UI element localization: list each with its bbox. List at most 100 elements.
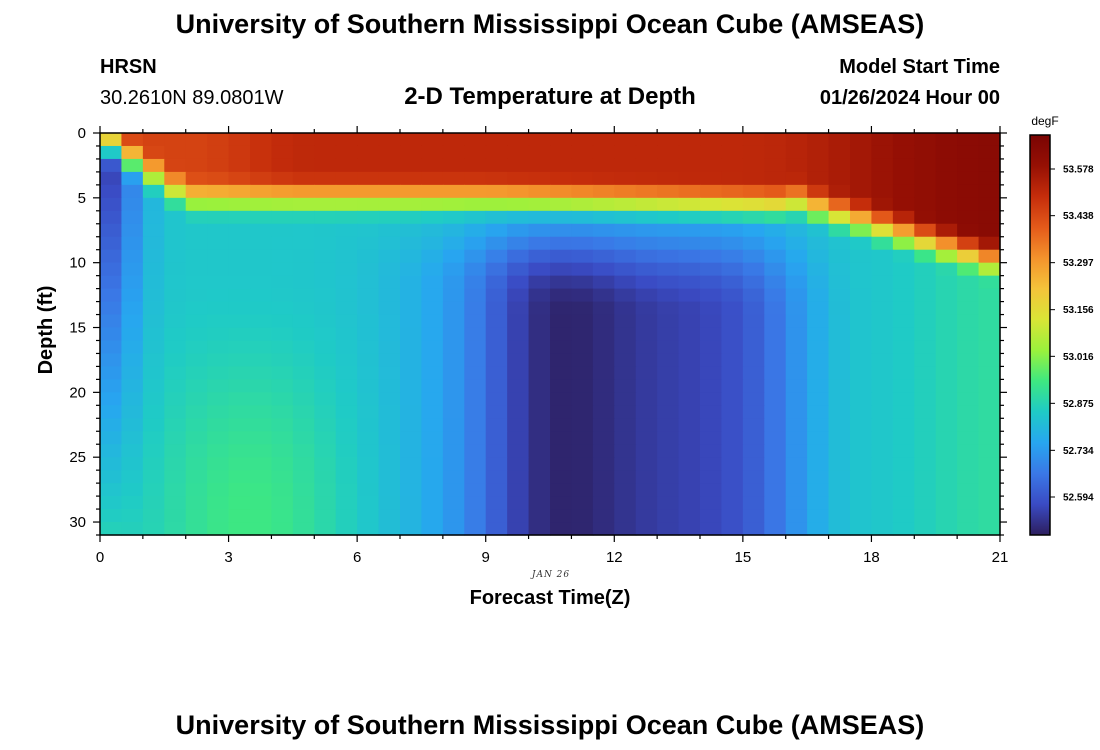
heatmap-cell [721,496,744,510]
heatmap-cell [871,431,894,445]
heatmap-cell [164,171,187,186]
heatmap-cell [185,249,208,264]
heatmap-cell [357,236,380,251]
colorbar-tick-label: 53.578 [1063,165,1094,176]
heatmap-cell [292,444,315,458]
heatmap-cell [721,288,744,303]
heatmap-cell [657,145,680,160]
heatmap-cell [485,444,508,458]
heatmap-cell [571,171,594,186]
heatmap-cell [292,509,315,523]
heatmap-cell [314,509,337,523]
heatmap-cell [250,379,273,393]
heatmap-cell [871,405,894,419]
heatmap-cell [250,145,273,160]
heatmap-cell [292,470,315,484]
heatmap-cell [635,275,658,290]
heatmap-cell [571,249,594,264]
heatmap-cell [807,340,830,355]
heatmap-cell [528,184,551,199]
heatmap-cell [785,392,808,406]
heatmap-cell [892,457,915,471]
heatmap-cell [571,197,594,212]
heatmap-cell [507,366,530,380]
heatmap-cell [721,418,744,432]
heatmap-cell [335,418,358,432]
heatmap-cell [871,496,894,510]
heatmap-cell [828,457,851,471]
heatmap-cell [121,210,144,225]
heatmap-cell [400,288,423,303]
heatmap-cell [507,392,530,406]
heatmap-cell [592,522,615,536]
heatmap-cell [957,444,980,458]
heatmap-cell [507,197,530,212]
heatmap-cell [721,327,744,342]
heatmap-cell [271,327,294,342]
heatmap-cell [678,288,701,303]
heatmap-cell [721,470,744,484]
heatmap-cell [100,379,123,393]
heatmap-cell [764,353,787,368]
heatmap-cell [185,379,208,393]
heatmap-cell [485,249,508,264]
heatmap-cell [121,314,144,329]
heatmap-cell [657,418,680,432]
heatmap-cell [892,158,915,173]
heatmap-cell [421,418,444,432]
heatmap-cell [485,314,508,329]
heatmap-cell [592,379,615,393]
heatmap-cell [892,262,915,277]
heatmap-cell [485,184,508,199]
heatmap-cell [507,327,530,342]
heatmap-cell [164,340,187,355]
heatmap-cell [892,444,915,458]
heatmap-cell [250,366,273,380]
heatmap-cell [121,262,144,277]
heatmap-cell [207,418,230,432]
heatmap-cell [164,457,187,471]
heatmap-cell [207,457,230,471]
heatmap-cell [850,431,873,445]
heatmap-cell [292,314,315,329]
heatmap-cell [678,223,701,238]
heatmap-cell [292,431,315,445]
heatmap-cell [700,509,723,523]
heatmap-cell [571,392,594,406]
heatmap-cell [635,457,658,471]
heatmap-cell [121,418,144,432]
heatmap-cell [592,210,615,225]
heatmap-cell [807,158,830,173]
heatmap-cell [721,184,744,199]
heatmap-cell [700,418,723,432]
heatmap-cell [614,171,637,186]
heatmap-cell [421,366,444,380]
heatmap-cell [442,418,465,432]
heatmap-cell [400,197,423,212]
heatmap-cell [957,340,980,355]
heatmap-cell [164,379,187,393]
heatmap-cell [335,158,358,173]
heatmap-cell [464,275,487,290]
heatmap-cell [228,301,251,316]
heatmap-cell [892,522,915,536]
heatmap-cell [892,496,915,510]
heatmap-cell [828,210,851,225]
heatmap-cell [378,301,401,316]
heatmap-cell [185,457,208,471]
x-tick-label: 18 [863,549,880,566]
heatmap-cell [678,184,701,199]
heatmap-cell [978,158,1001,173]
heatmap-cell [742,262,765,277]
heatmap-cell [164,275,187,290]
heatmap-cell [957,184,980,199]
heatmap-cell [378,379,401,393]
heatmap-cell [185,262,208,277]
heatmap-cell [228,444,251,458]
y-tick-label: 15 [69,320,86,337]
x-tick-label: 6 [353,549,361,566]
heatmap-cell [442,457,465,471]
heatmap-cell [442,522,465,536]
heatmap-cell [635,431,658,445]
heatmap-cell [914,496,937,510]
